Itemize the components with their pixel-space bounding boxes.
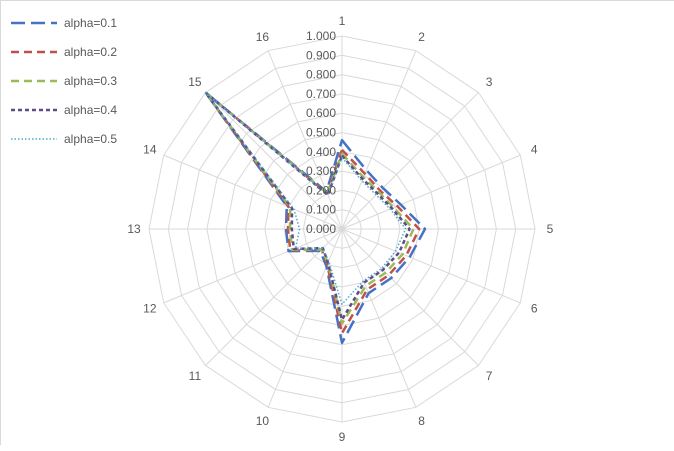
category-label: 11: [189, 369, 202, 383]
category-label: 10: [256, 414, 270, 428]
category-label: 4: [531, 142, 538, 156]
category-label: 15: [188, 75, 202, 89]
grid-spoke: [341, 50, 417, 230]
radial-tick-label: 0.800: [306, 68, 336, 82]
legend-label: alpha=0.3: [64, 74, 117, 88]
grid-spoke: [341, 228, 479, 366]
category-label: 9: [339, 430, 346, 444]
category-label: 6: [531, 302, 538, 316]
legend-label: alpha=0.5: [64, 132, 117, 146]
radial-tick-label: 1.000: [306, 29, 336, 43]
grid-spoke: [267, 50, 343, 230]
category-label: 1: [339, 14, 346, 28]
radial-tick-label: 0.300: [306, 164, 336, 178]
grid-spoke: [163, 228, 343, 304]
radial-tick-labels: 0.000 0.100 0.200 0.300 0.400 0.500 0.600 0.700…: [306, 29, 336, 236]
radial-tick-label: 0.000: [306, 222, 336, 236]
legend-label: alpha=0.2: [64, 45, 117, 59]
category-label: 3: [486, 75, 493, 89]
grid-spoke: [341, 228, 521, 304]
radial-tick-label: 0.900: [306, 48, 336, 62]
category-label: 2: [418, 30, 425, 44]
series-lines: [204, 91, 427, 345]
radial-tick-label: 0.500: [306, 126, 336, 140]
radial-tick-label: 0.600: [306, 106, 336, 120]
radial-tick-label: 0.400: [306, 145, 336, 159]
grid-spoke: [341, 92, 479, 230]
radial-tick-label: 0.700: [306, 87, 336, 101]
series-line: [204, 91, 411, 321]
category-label: 5: [547, 222, 554, 236]
grid-spoke: [163, 154, 343, 230]
category-label: 12: [143, 302, 157, 316]
category-label: 14: [143, 142, 157, 156]
grid-spoke: [205, 92, 343, 230]
legend: alpha=0.1 alpha=0.2 alpha=0.3 alpha=0.4 alph…: [11, 16, 117, 146]
category-label: 16: [256, 30, 270, 44]
legend-label: alpha=0.4: [64, 103, 117, 117]
category-label: 7: [486, 369, 493, 383]
grid-spoke: [341, 228, 417, 408]
grid-spoke: [267, 228, 343, 408]
grid-spoke: [341, 154, 521, 230]
series-line: [204, 91, 407, 306]
radial-tick-label: 0.200: [306, 183, 336, 197]
category-label: 13: [127, 222, 141, 236]
legend-label: alpha=0.1: [64, 16, 117, 30]
radial-tick-label: 0.100: [306, 203, 336, 217]
series-line: [204, 91, 427, 345]
category-label: 8: [418, 414, 425, 428]
radar-grid: [148, 35, 536, 423]
series-line: [204, 91, 421, 335]
